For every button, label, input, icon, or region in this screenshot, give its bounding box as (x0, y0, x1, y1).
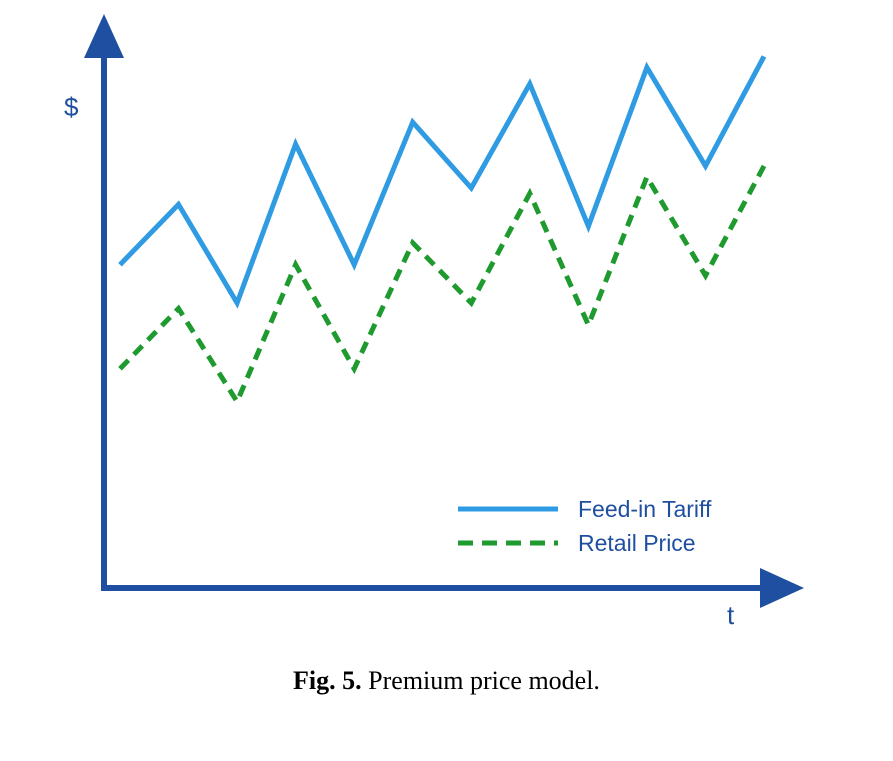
series-layer (118, 55, 767, 408)
x-axis-label: t (727, 600, 735, 630)
x-axis-arrowhead (760, 568, 804, 608)
figure-number: Fig. 5. (293, 666, 362, 695)
legend: Feed-in Tariff Retail Price (458, 496, 712, 556)
price-chart: $ t Feed-in Tariff Retail Price (64, 14, 804, 630)
y-axis-arrowhead (84, 14, 124, 58)
figure-caption-text: Premium price model. (368, 666, 600, 695)
legend-label-feed-in-tariff: Feed-in Tariff (578, 496, 712, 522)
series-line-retail-price (118, 164, 767, 408)
legend-label-retail-price: Retail Price (578, 530, 696, 556)
figure-caption: Fig. 5. Premium price model. (0, 666, 893, 696)
series-line-feed-in-tariff (118, 55, 767, 309)
y-axis-label: $ (64, 92, 79, 122)
